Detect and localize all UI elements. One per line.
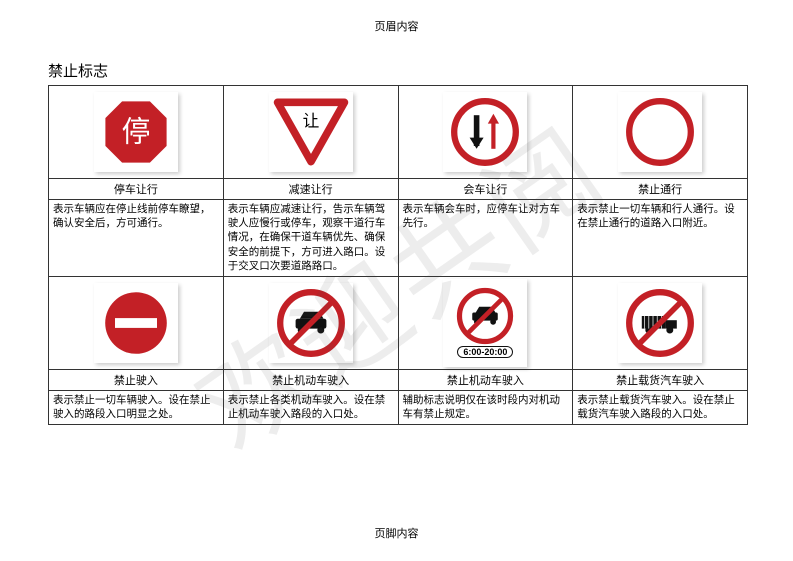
page-header: 页眉内容 — [0, 0, 793, 42]
sign-title: 停车让行 — [49, 179, 223, 199]
sign-desc: 表示禁止各类机动车驶入。设在禁止机动车驶入路段的入口处。 — [224, 391, 398, 424]
sign-notruck-icon — [618, 283, 702, 363]
sign-title: 禁止驶入 — [49, 370, 223, 390]
sign-title: 禁止载货汽车驶入 — [573, 370, 747, 390]
sign-nomotor-time-icon: 6:00-20:00 — [443, 279, 527, 367]
sign-title: 禁止机动车驶入 — [224, 370, 398, 390]
sign-desc: 表示车辆应在停止线前停车瞭望，确认安全后，方可通行。 — [49, 200, 223, 233]
sign-title: 会车让行 — [399, 179, 573, 199]
sign-desc: 表示禁止载货汽车驶入。设在禁止载货汽车驶入路段的入口处。 — [573, 391, 747, 424]
sign-nomotor-icon — [269, 283, 353, 363]
sign-desc: 表示车辆会车时，应停车让对方车先行。 — [399, 200, 573, 233]
sign-title: 禁止机动车驶入 — [399, 370, 573, 390]
sign-desc: 表示禁止一切车辆驶入。设在禁止驶入的路段入口明显之处。 — [49, 391, 223, 424]
svg-text:让: 让 — [302, 112, 319, 131]
sign-desc: 表示车辆应减速让行，告示车辆驾驶人应慢行或停车，观察干道行车情况，在确保干道车辆… — [224, 200, 398, 276]
sign-nopass-icon — [618, 92, 702, 172]
sign-desc: 表示禁止一切车辆和行人通行。设在禁止通行的道路入口附近。 — [573, 200, 747, 233]
svg-text:停: 停 — [121, 116, 150, 148]
page-footer: 页脚内容 — [0, 511, 793, 555]
sign-noentry-icon — [94, 283, 178, 363]
sign-giveway-icon — [443, 92, 527, 172]
sign-title: 禁止通行 — [573, 179, 747, 199]
sign-title: 减速让行 — [224, 179, 398, 199]
time-plate: 6:00-20:00 — [457, 346, 513, 358]
section-title: 禁止标志 — [48, 60, 793, 81]
sign-table: 停 让 — [48, 85, 748, 425]
sign-yield-icon: 让 — [269, 92, 353, 172]
sign-desc: 辅助标志说明仅在该时段内对机动车有禁止规定。 — [399, 391, 573, 424]
sign-stop-icon: 停 — [94, 92, 178, 172]
